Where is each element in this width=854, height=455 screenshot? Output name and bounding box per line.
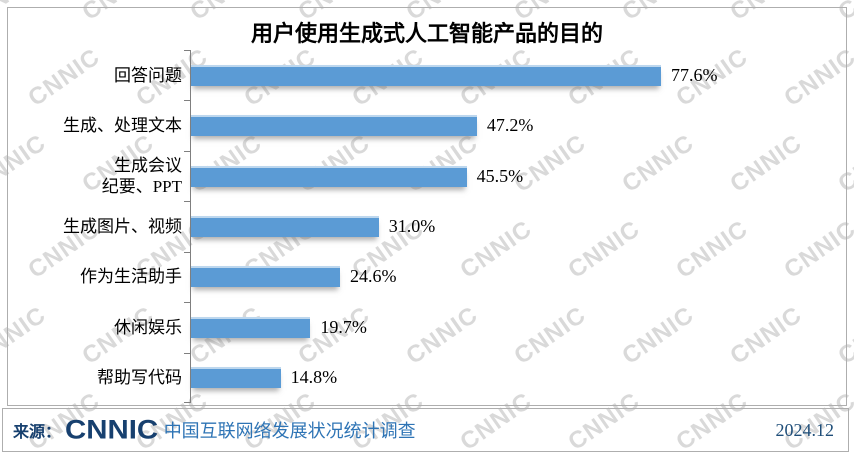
bar — [191, 215, 379, 237]
chart-row: 作为生活助手 24.6% — [0, 252, 854, 302]
chart-row: 帮助写代码 14.8% — [0, 353, 854, 403]
value-label: 19.7% — [320, 316, 367, 337]
bar-zone: 77.6% — [191, 50, 854, 100]
value-label: 24.6% — [350, 266, 397, 287]
chart-row: 休闲娱乐 19.7% — [0, 302, 854, 352]
axis-tick — [184, 402, 190, 403]
bar-zone: 19.7% — [191, 302, 854, 352]
category-label: 作为生活助手 — [80, 267, 182, 287]
chart-row: 生成会议 纪要、PPT 45.5% — [0, 151, 854, 201]
y-axis-line — [184, 50, 191, 403]
axis-tick — [184, 50, 190, 51]
bar — [191, 64, 662, 86]
category-label: 休闲娱乐 — [114, 317, 182, 337]
axis-tick — [184, 302, 190, 304]
bar-zone: 14.8% — [191, 353, 854, 403]
bar — [191, 316, 311, 338]
bar — [191, 115, 477, 137]
chart-rows: 回答问题 77.6% 生成、处理文本 47.2% 生成会议 纪要、PPT 45.5% 生成图… — [0, 50, 854, 403]
value-label: 31.0% — [388, 215, 436, 236]
chart-title: 用户使用生成式人工智能产品的目的 — [250, 21, 603, 46]
bar — [191, 165, 467, 187]
bar — [191, 266, 340, 288]
report-date: 2024.12 — [775, 419, 835, 440]
chart-row: 生成图片、视频 31.0% — [0, 201, 854, 251]
bar — [191, 367, 281, 389]
category-label: 帮助写代码 — [97, 368, 182, 388]
category-label: 回答问题 — [114, 65, 182, 85]
value-label: 45.5% — [476, 165, 524, 186]
axis-tick — [184, 352, 190, 354]
value-label: 14.8% — [290, 367, 338, 388]
survey-name: 中国互联网络发展状况统计调查 — [163, 421, 416, 441]
axis-tick — [184, 100, 190, 102]
chart-frame — [7, 7, 847, 406]
category-label: 生成图片、视频 — [63, 216, 182, 236]
chart-row: 回答问题 77.6% — [0, 50, 854, 100]
cnnic-logo: CNNIC — [65, 414, 159, 445]
value-label: 77.6% — [671, 64, 718, 85]
axis-tick — [184, 150, 190, 152]
source-footer: 来源： CNNIC 中国互联网络发展状况统计调查 2024.12 — [2, 408, 849, 452]
bar-zone: 45.5% — [191, 151, 854, 201]
chart-row: 生成、处理文本 47.2% — [0, 100, 854, 150]
bar-zone: 47.2% — [191, 100, 854, 150]
category-label: 生成、处理文本 — [63, 116, 182, 135]
axis-tick — [184, 201, 190, 203]
source-label: 来源： — [13, 424, 62, 441]
bar-zone: 24.6% — [191, 252, 854, 302]
category-label: 生成会议 纪要、PPT — [101, 155, 182, 197]
bar-zone: 31.0% — [191, 201, 854, 251]
axis-tick — [184, 251, 190, 253]
value-label: 47.2% — [486, 115, 534, 136]
